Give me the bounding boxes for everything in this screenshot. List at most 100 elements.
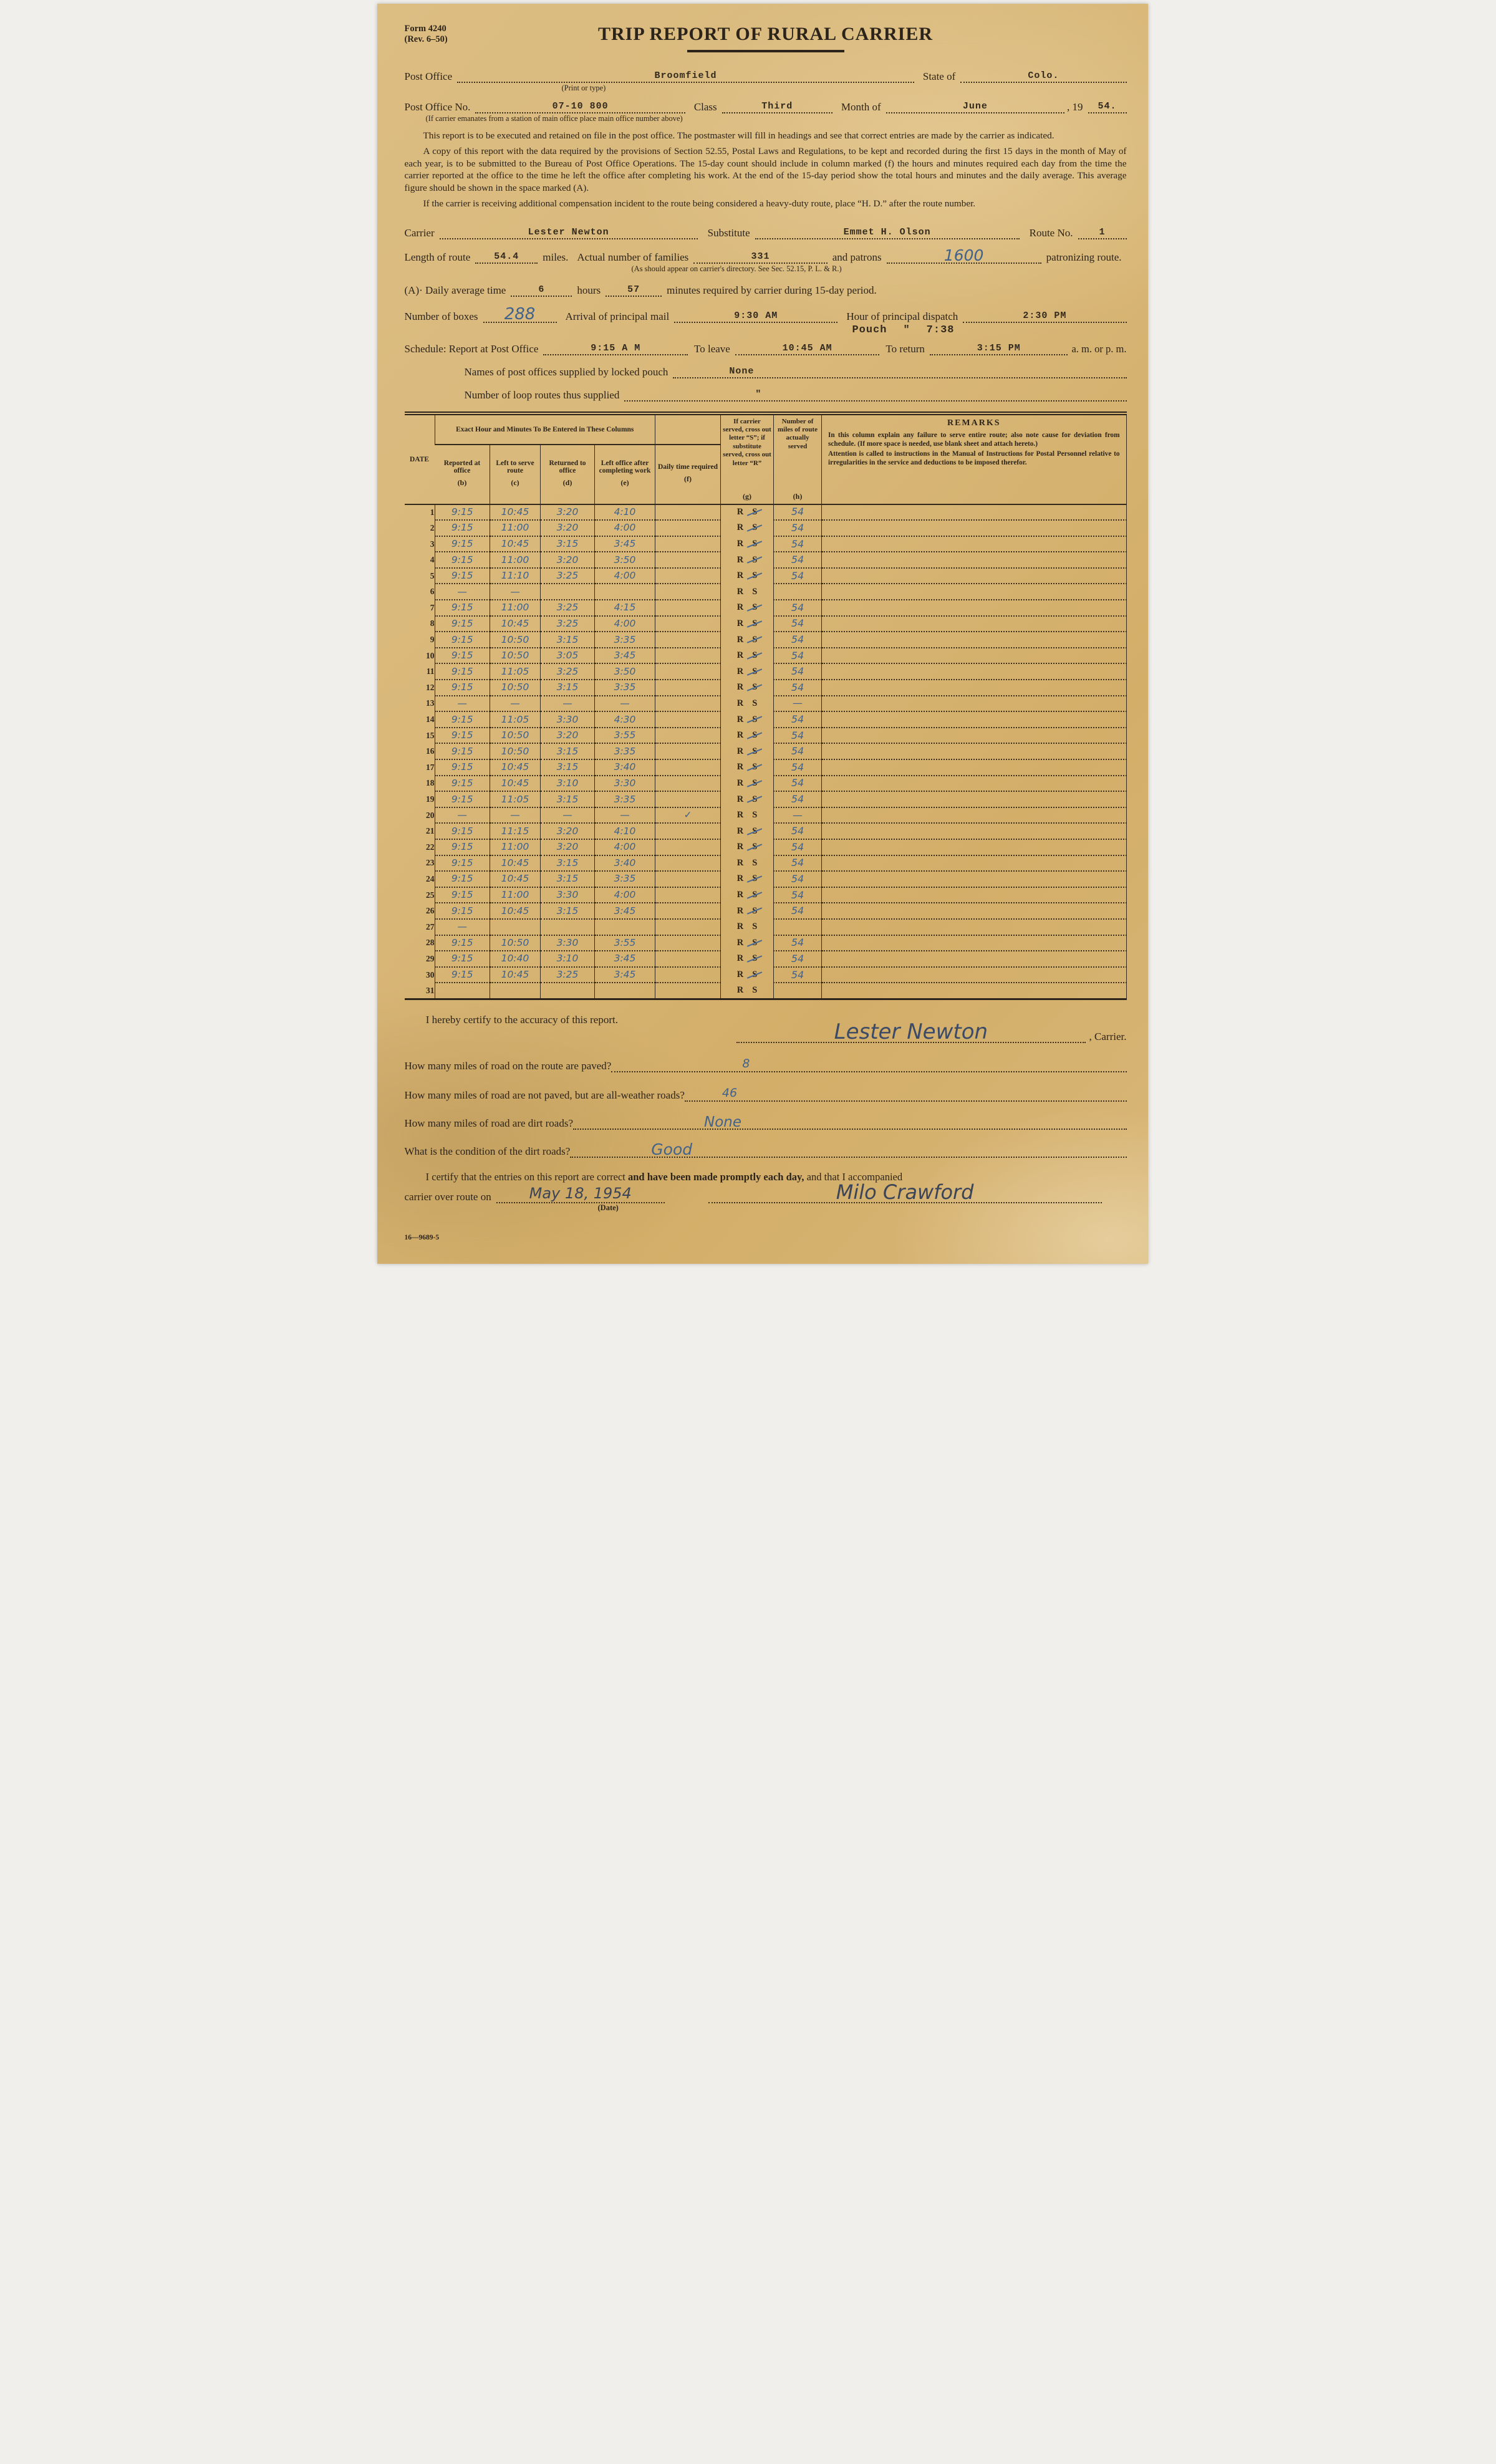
remarks-cell <box>821 584 1127 601</box>
remarks-cell <box>821 632 1127 648</box>
miles-served-cell: 54 <box>773 887 822 904</box>
left-to-serve-cell: — <box>490 584 541 601</box>
year-value: 54. <box>1098 101 1117 112</box>
remarks-cell <box>821 520 1127 537</box>
handwritten-entry: 3:15 <box>556 681 579 693</box>
question-paved-field: 8 <box>611 1057 1127 1072</box>
day-cell: 3 <box>430 539 435 549</box>
trip-table: DATE Exact Hour and Minutes To Be Entere… <box>404 411 1127 1000</box>
left-after-work-cell: 3:35 <box>594 632 655 648</box>
returned-to-office-cell: 3:30 <box>540 935 595 952</box>
left-after-work-cell: 4:30 <box>594 711 655 728</box>
daily-time-cell <box>655 695 721 713</box>
returned-to-office-cell: 3:15 <box>540 759 595 776</box>
patrons-label: and patrons <box>832 251 882 263</box>
col-header-b: Reported at office (b) <box>435 445 490 505</box>
col-header-d-letter: (d) <box>562 478 572 488</box>
route-length-value: 54.4 <box>494 251 519 262</box>
table-row: 8 9:15 10:45 3:25 4:00 R S 54 <box>405 615 1127 633</box>
handwritten-entry: — <box>793 809 803 821</box>
day-cell: 16 <box>426 746 435 756</box>
handwritten-entry: 9:15 <box>451 857 473 869</box>
remarks-cell <box>821 727 1127 744</box>
handwritten-entry: 3:15 <box>556 873 579 885</box>
reported-at-office-cell: 9:15 <box>434 871 490 888</box>
handwritten-entry: 10:45 <box>501 873 529 885</box>
miles-served-cell: 54 <box>773 663 822 681</box>
reported-at-office-cell: 9:15 <box>434 552 490 569</box>
handwritten-entry: 54 <box>791 649 804 662</box>
letter-s-crossed: S <box>752 730 758 741</box>
post-office-label: Post Office <box>404 70 453 82</box>
letter-r: R <box>736 970 744 980</box>
daily-time-cell <box>655 536 721 553</box>
route-no-label: Route No. <box>1029 226 1073 239</box>
locked-pouch-line: Names of post offices supplied by locked… <box>465 364 1127 378</box>
table-row: 3 9:15 10:45 3:15 3:45 R S 54 <box>405 536 1127 553</box>
letter-s-crossed: S <box>752 570 758 581</box>
returned-to-office-cell <box>540 584 595 601</box>
state-value: Colo. <box>1028 70 1059 81</box>
letter-s: S <box>752 857 758 868</box>
letter-r: R <box>736 794 744 804</box>
daily-time-cell <box>655 951 721 968</box>
left-to-serve-cell: 11:00 <box>490 520 541 537</box>
letter-s-crossed: S <box>752 666 758 676</box>
handwritten-entry: 10:45 <box>501 969 529 981</box>
handwritten-entry: 9:15 <box>451 633 473 645</box>
left-to-serve-cell <box>490 918 541 936</box>
handwritten-entry: 54 <box>791 936 804 949</box>
handwritten-entry: 3:10 <box>556 777 579 789</box>
left-after-work-cell: 3:55 <box>594 727 655 744</box>
handwritten-entry: 4:15 <box>614 602 636 614</box>
handwritten-entry: 10:50 <box>501 633 529 645</box>
handwritten-entry: 4:10 <box>614 825 636 837</box>
col-header-f-letter: (f) <box>684 474 692 484</box>
returned-to-office-cell: 3:05 <box>540 647 595 665</box>
day-cell: 4 <box>430 555 435 565</box>
table-row: 18 9:15 10:45 3:10 3:30 R S 54 <box>405 775 1127 792</box>
avg-hours-value: 6 <box>538 284 545 295</box>
handwritten-entry: 3:20 <box>556 841 579 853</box>
handwritten-entry: 9:15 <box>451 617 473 629</box>
reported-at-office-cell: — <box>434 918 490 936</box>
table-row: 20 — — — — ✓ R S — <box>405 807 1127 824</box>
handwritten-entry: 10:45 <box>501 761 529 773</box>
instructions: This report is to be executed and retain… <box>405 130 1127 210</box>
avg-hours-field: 6 <box>511 282 572 297</box>
handwritten-entry: 54 <box>791 554 804 566</box>
col-header-h-text: Number of miles of route actually served <box>778 417 818 450</box>
handwritten-entry: 10:50 <box>501 936 529 948</box>
returned-to-office-cell: 3:15 <box>540 791 595 808</box>
day-cell: 7 <box>430 602 435 612</box>
day-cell: 18 <box>426 778 435 788</box>
reported-at-office-cell: — <box>434 584 490 601</box>
letter-s-crossed: S <box>752 953 758 964</box>
remarks-cell <box>821 903 1127 920</box>
handwritten-entry: 3:15 <box>556 761 579 773</box>
handwritten-entry: 3:30 <box>556 889 579 901</box>
day-cell: 26 <box>426 906 435 916</box>
year-prefix: , 19 <box>1067 101 1083 113</box>
loop-routes-label: Number of loop routes thus supplied <box>464 388 620 401</box>
class-field: Third <box>721 99 832 113</box>
miles-served-cell: 54 <box>773 567 822 585</box>
boxes-label: Number of boxes <box>404 310 478 322</box>
day-cell: 6 <box>430 587 435 597</box>
reported-at-office-cell: 9:15 <box>434 680 490 696</box>
letter-r: R <box>736 539 744 549</box>
table-row: 4 9:15 11:00 3:20 3:50 R S 54 <box>405 552 1127 569</box>
day-cell: 9 <box>430 635 435 645</box>
handwritten-entry: 9:15 <box>451 570 473 582</box>
remarks-cell <box>821 567 1127 585</box>
handwritten-entry: — <box>620 809 630 821</box>
handwritten-entry: 54 <box>791 521 804 534</box>
letter-r: R <box>736 602 744 613</box>
handwritten-entry: 9:15 <box>451 969 473 981</box>
col-header-c: Left to serve route (c) <box>490 445 541 505</box>
day-cell: 14 <box>426 715 435 724</box>
daily-time-cell <box>655 918 721 936</box>
leave-label: To leave <box>694 342 730 355</box>
handwritten-entry: 3:35 <box>614 793 636 805</box>
day-cell: 30 <box>426 970 435 979</box>
